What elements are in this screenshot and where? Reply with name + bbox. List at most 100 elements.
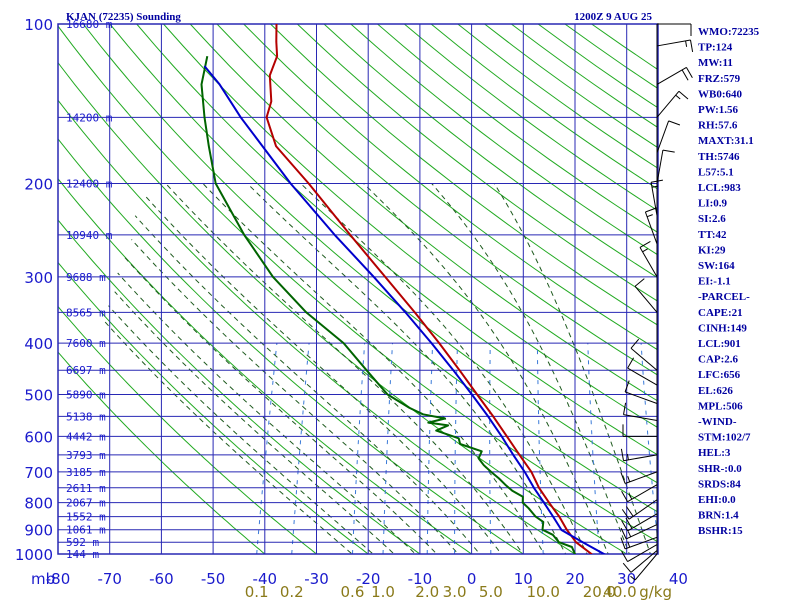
stat-line: WMO:72235 [698,26,760,38]
wind-barb-staff [627,367,658,386]
stat-line: LCL:901 [698,338,741,350]
dry-adiabat-line [564,24,658,90]
dry-adiabat-line [296,24,658,302]
stat-line: LI:0.9 [698,198,728,210]
dry-adiabat-line [243,24,658,351]
wind-barb-half-flag [627,531,632,538]
height-label: 12400 m [66,178,113,191]
dry-adiabat-line [58,351,266,554]
moist-adiabat-line [117,272,417,554]
moist-adiabat-line [431,183,630,554]
dry-adiabat-line [109,24,658,484]
wind-barb-flag [630,338,640,349]
moist-adiabat-line [123,256,438,554]
stat-line: EHI:0.0 [698,494,736,506]
wind-barb-flag [681,69,689,81]
mixing-ratio-label: 0.2 [280,583,304,600]
height-label: 1552 m [66,511,106,524]
wind-barb-staff [623,414,658,422]
mixing-ratio-label: 40.0 [603,583,636,600]
moist-adiabat-line [143,194,502,554]
wind-barb-staff [624,391,658,404]
wind-barb-flag [685,67,693,79]
wind-barb [621,484,658,503]
wind-barb-flag [621,520,629,532]
wind-barb-staff [656,120,670,153]
stat-line: PW:1.56 [698,104,739,116]
dry-adiabat-line [58,99,576,554]
wind-barb [620,471,658,484]
wind-barb [620,536,658,550]
moist-adiabat-line [493,183,651,554]
wind-barb-staff [634,285,658,313]
dry-adiabat-line [189,24,658,402]
mixing-ratio-label: 0.1 [245,583,269,600]
stat-line: CAPE:21 [698,307,743,319]
moist-adiabat-line [131,239,459,554]
wind-barb [634,278,658,313]
mixing-ratio-label: 2.0 [415,583,439,600]
plot-frame [57,23,659,555]
mixing-ratio-line [587,343,600,554]
wind-barb-staff [624,471,658,484]
wind-barb-staff [634,553,658,581]
moist-adiabat-line [300,183,588,554]
height-label: 5890 m [66,388,106,401]
wind-barb-half-flag [685,40,688,47]
wind-barb-flag [634,278,645,287]
stat-line: SI:2.6 [698,213,726,225]
station-title: KJAN (72235) Sounding [66,11,181,23]
height-label: 2067 m [66,497,106,510]
stat-line: MAXT:31.1 [698,135,754,147]
wind-barb [620,448,658,462]
mixing-ratio-line [489,343,492,554]
moist-adiabat-line [363,183,609,554]
stat-line: HEL:3 [698,447,731,459]
dry-adiabat-line [58,305,318,554]
wind-barb [656,66,693,85]
wind-barb-staff [650,182,658,216]
wind-barb-flag [620,448,624,461]
wind-barb-staff [623,454,658,462]
pressure-label: 500 [24,386,53,404]
wind-barb-flag [625,506,634,517]
height-label: 9688 m [66,271,106,284]
temperature-tick-label: 30 [617,570,636,588]
moist-adiabat-line [104,321,353,554]
temperature-profile-line [265,24,593,554]
wind-barb-staff [630,550,658,573]
height-label: 6697 m [66,364,106,377]
stat-line: WB0:640 [698,88,743,100]
height-label: 10940 m [66,229,113,242]
mixing-ratio-label: 3.0 [443,583,467,600]
dry-adiabat-line [58,177,473,554]
stat-line: MW:11 [698,57,733,69]
height-label: 16680 m [66,18,113,31]
wind-barb-flag [690,39,694,52]
height-label: 144 m [66,548,99,561]
height-label: 592 m [66,536,99,549]
wind-barb-half-flag [627,476,631,482]
height-label: 3793 m [66,449,106,462]
wind-barb-flag [621,509,630,520]
mixing-ratio-line [382,343,393,554]
wind-barb [656,90,689,118]
wind-barb [621,544,658,563]
height-label: 8565 m [66,306,106,319]
dry-adiabat-line [323,24,658,279]
stat-line: LFC:656 [698,369,741,381]
wind-barb [621,499,658,520]
temperature-tick-label: -10 [408,570,433,588]
stat-line: SHR-:0.0 [698,463,742,475]
wind-barb-flag [623,402,627,415]
wind-barb-flag [620,537,626,550]
stat-line: SRDS:84 [698,478,741,490]
stat-line: LCL:983 [698,182,741,194]
wind-barb-staff [630,347,658,371]
height-label: 2611 m [66,482,106,495]
dry-adiabat-line [511,24,658,129]
dry-adiabat-line [58,261,370,554]
wind-barb-half-flag [651,185,658,188]
stat-line: EI:-1.1 [698,276,731,288]
height-label: 14200 m [66,111,113,124]
